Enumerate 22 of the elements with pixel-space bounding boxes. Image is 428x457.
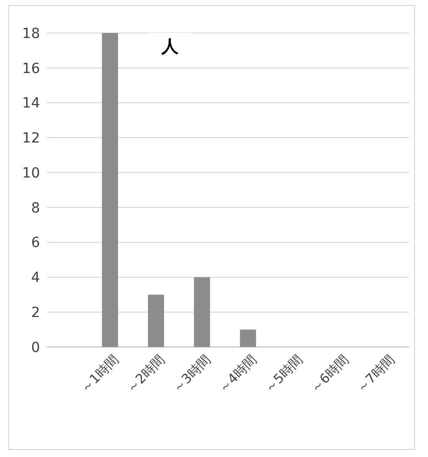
- y-tick-label: 12: [22, 130, 40, 147]
- y-tick-label: 8: [31, 200, 40, 216]
- bar: [148, 294, 164, 347]
- x-tick-label: ～1時間: [78, 352, 122, 396]
- x-tick-label: ～2時間: [124, 352, 168, 396]
- y-tick-label: 0: [31, 340, 40, 356]
- x-tick-label: ～6時間: [308, 352, 352, 396]
- y-tick-label: 14: [22, 96, 40, 112]
- y-tick-label: 10: [22, 165, 40, 182]
- y-axis-title: 人: [160, 36, 180, 57]
- y-tick-label: 4: [31, 270, 40, 286]
- x-tick-label: ～3時間: [170, 352, 214, 396]
- y-tick-label: 18: [22, 26, 40, 42]
- y-tick-label: 16: [22, 60, 40, 77]
- bar: [240, 330, 256, 347]
- bar: [102, 33, 118, 347]
- bar: [194, 277, 210, 347]
- y-tick-label: 2: [31, 305, 40, 322]
- x-tick-label: ～7時間: [354, 352, 398, 396]
- y-tick-label: 6: [31, 235, 40, 252]
- x-tick-label: ～5時間: [262, 352, 306, 396]
- x-tick-label: ～4時間: [216, 352, 260, 396]
